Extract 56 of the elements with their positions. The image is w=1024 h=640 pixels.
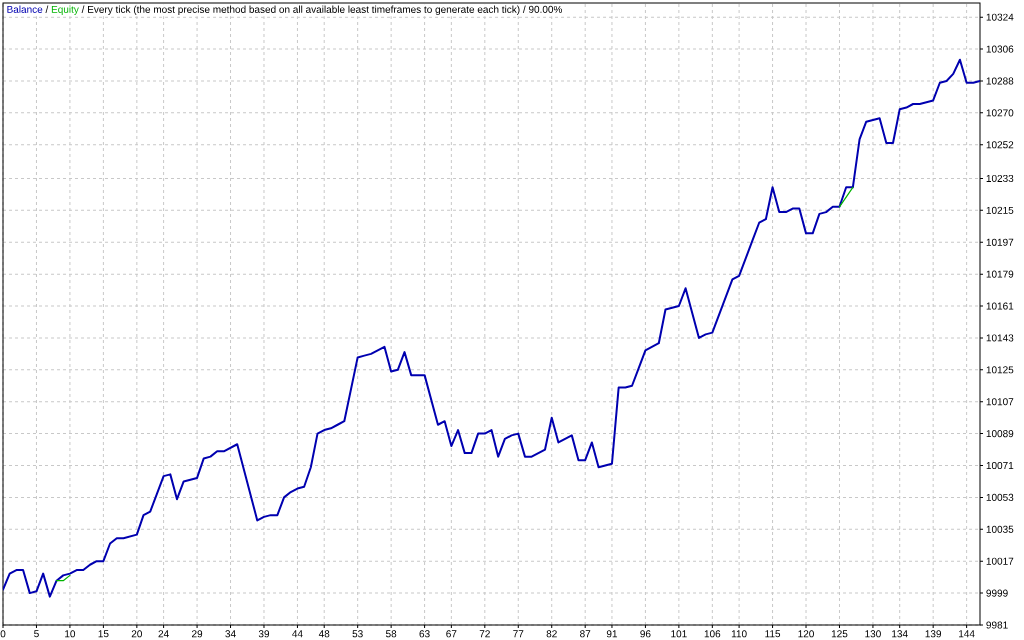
x-tick-label: 101 — [671, 630, 687, 638]
y-tick-label: 10288 — [986, 77, 1014, 85]
y-tick-label: 10107 — [986, 398, 1014, 406]
y-tick-label: 10071 — [986, 461, 1014, 470]
x-tick-label: 20 — [131, 630, 142, 638]
x-tick-label: 5 — [34, 630, 39, 638]
y-tick-label: 10125 — [986, 366, 1014, 374]
x-tick-label: 77 — [513, 630, 524, 638]
x-tick-label: 120 — [798, 630, 814, 638]
x-tick-label: 15 — [98, 630, 109, 638]
y-tick-label: 10252 — [986, 141, 1014, 149]
y-tick-label: 10035 — [986, 525, 1014, 533]
x-tick-label: 34 — [225, 630, 236, 638]
x-tick-label: 82 — [546, 630, 557, 638]
x-tick-label: 144 — [959, 630, 975, 638]
annotation: / — [45, 5, 49, 13]
y-tick-label: 9999 — [986, 589, 1008, 597]
y-tick-label: 10179 — [986, 270, 1014, 278]
x-tick-label: 24 — [158, 630, 169, 638]
y-tick-label: 10197 — [986, 238, 1014, 246]
x-tick-label: 44 — [292, 630, 303, 638]
y-tick-label: 10053 — [986, 493, 1014, 501]
x-tick-label: 87 — [580, 630, 591, 638]
x-tick-label: 39 — [258, 630, 270, 638]
x-tick-label: 106 — [704, 630, 721, 638]
y-tick-label: 10306 — [986, 45, 1014, 53]
x-tick-label: 139 — [925, 630, 942, 638]
x-tick-label: 67 — [446, 630, 457, 638]
x-tick-label: 29 — [192, 630, 203, 638]
y-tick-label: 9981 — [986, 621, 1008, 629]
x-tick-label: 115 — [765, 630, 781, 638]
text: Equity — [51, 5, 79, 15]
y-tick-label: 10017 — [986, 557, 1014, 565]
x-tick-label: 91 — [606, 630, 618, 638]
annotation: / — [81, 5, 85, 13]
x-tick-label: 48 — [318, 630, 330, 638]
text: Balance — [7, 5, 43, 13]
y-tick-label: 10324 — [986, 13, 1014, 21]
y-tick-label: 10161 — [986, 302, 1014, 310]
y-tick-label: 10089 — [986, 430, 1014, 438]
x-tick-label: 96 — [640, 630, 651, 638]
y-tick-label: 10143 — [986, 334, 1014, 342]
x-tick-label: 134 — [892, 630, 908, 638]
x-tick-label: 72 — [479, 630, 490, 638]
x-tick-label: 0 — [0, 630, 6, 638]
x-tick-label: 125 — [831, 630, 848, 638]
x-tick-label: 110 — [731, 630, 747, 638]
x-tick-label: 58 — [385, 630, 397, 638]
y-tick-label: 10233 — [986, 174, 1014, 182]
x-tick-label: 63 — [419, 630, 430, 638]
chart-title: Every tick (the most precise method based on all available least timeframes to generate each tick) / 90.00% — [88, 5, 563, 15]
x-tick-label: 10 — [65, 630, 76, 638]
x-tick-label: 130 — [865, 630, 881, 638]
y-tick-label: 10270 — [986, 109, 1014, 117]
x-tick-label: 53 — [352, 630, 363, 638]
y-tick-label: 10215 — [986, 206, 1014, 214]
